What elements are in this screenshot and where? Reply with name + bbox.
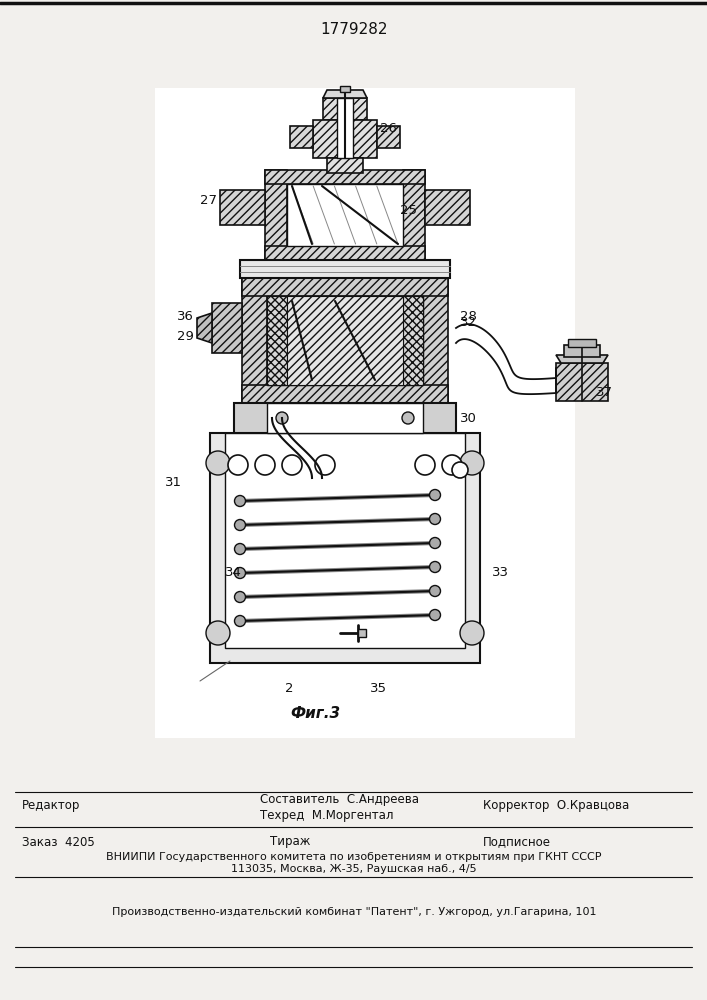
Polygon shape [323,90,367,98]
Bar [267,403,423,433]
Text: 35: 35 [370,682,387,694]
Bar [327,158,363,173]
Bar [568,339,596,347]
Circle shape [442,455,462,475]
Circle shape [282,455,302,475]
Bar [212,303,242,353]
Bar [220,190,265,225]
Bar [556,363,608,401]
Text: Подписное: Подписное [483,836,551,848]
Polygon shape [377,126,400,148]
Text: 2: 2 [285,682,293,694]
Bar [358,629,366,637]
Text: 32: 32 [460,316,477,330]
Circle shape [255,455,275,475]
Bar [337,98,353,158]
Bar [340,86,350,92]
Polygon shape [290,126,313,148]
Text: 29: 29 [177,330,194,342]
Bar [267,296,287,385]
Text: 36: 36 [177,310,194,322]
Circle shape [429,514,440,524]
Bar [287,184,403,246]
Text: Корректор  О.Кравцова: Корректор О.Кравцова [483,798,629,812]
Circle shape [429,538,440,548]
Circle shape [276,412,288,424]
Bar [242,385,448,403]
Circle shape [415,455,435,475]
Circle shape [429,489,440,500]
Circle shape [228,455,248,475]
Bar [265,246,425,260]
Bar [240,260,450,278]
Bar [267,296,423,385]
Circle shape [235,544,245,554]
Bar [210,433,480,663]
Circle shape [235,495,245,506]
Bar [425,190,470,225]
Text: 34: 34 [225,566,242,580]
Bar [234,403,456,433]
Circle shape [452,462,468,478]
Bar [265,170,287,260]
Text: 1779282: 1779282 [320,22,387,37]
Circle shape [235,591,245,602]
Text: Производственно-издательский комбинат "Патент", г. Ужгород, ул.Гагарина, 101: Производственно-издательский комбинат "П… [112,907,596,917]
Text: 28: 28 [460,310,477,322]
Circle shape [235,568,245,578]
Text: 26: 26 [380,121,397,134]
Bar [265,170,425,184]
Bar [403,296,423,385]
Text: 33: 33 [492,566,509,580]
Circle shape [460,451,484,475]
Polygon shape [556,355,608,363]
Circle shape [429,609,440,620]
Text: ВНИИПИ Государственного комитета по изобретениям и открытиям при ГКНТ СССР: ВНИИПИ Государственного комитета по изоб… [106,852,602,862]
Text: Техред  М.Моргентал: Техред М.Моргентал [260,810,394,822]
Polygon shape [197,313,212,343]
Bar [287,296,403,385]
Bar [155,88,575,738]
Circle shape [315,455,335,475]
Text: 25: 25 [400,204,417,217]
Text: 37: 37 [596,386,613,399]
Bar [313,120,377,158]
Circle shape [429,562,440,572]
Text: 31: 31 [165,477,182,489]
Circle shape [460,621,484,645]
Bar [242,278,267,403]
Text: 27: 27 [200,194,217,207]
Bar [225,433,465,648]
Circle shape [206,451,230,475]
Text: 30: 30 [460,412,477,424]
Bar [242,278,448,296]
Bar [564,345,600,357]
Bar [403,170,425,260]
Text: Тираж: Тираж [270,836,310,848]
Text: Редактор: Редактор [22,798,81,812]
Text: Фиг.3: Фиг.3 [290,706,340,720]
Circle shape [206,621,230,645]
Circle shape [402,412,414,424]
Circle shape [235,520,245,530]
Bar [423,278,448,403]
Circle shape [235,615,245,626]
Text: 113035, Москва, Ж-35, Раушская наб., 4/5: 113035, Москва, Ж-35, Раушская наб., 4/5 [231,864,477,874]
Bar [323,98,367,120]
Text: Заказ  4205: Заказ 4205 [22,836,95,848]
Text: Составитель  С.Андреева: Составитель С.Андреева [260,794,419,806]
Circle shape [429,585,440,596]
